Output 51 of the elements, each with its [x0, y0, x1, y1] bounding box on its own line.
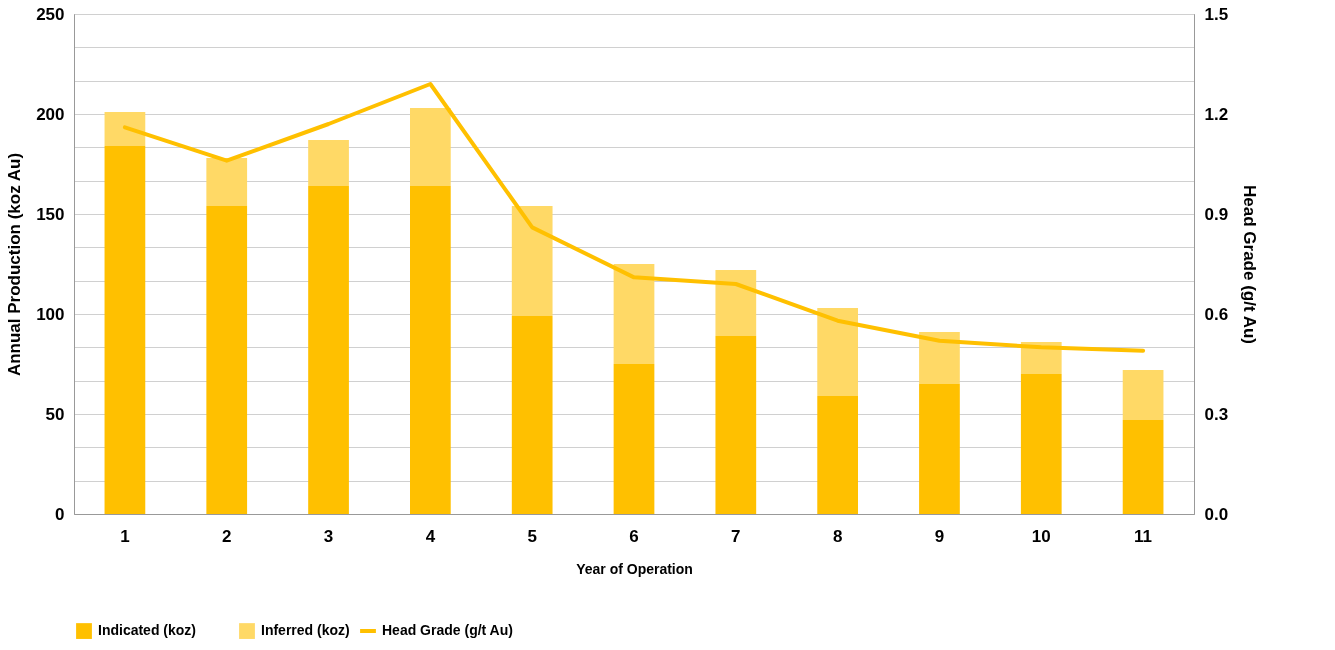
y2-tick-label: 0.0 — [1204, 504, 1229, 524]
y-tick-label: 100 — [36, 304, 65, 324]
legend-label: Head Grade (g/t Au) — [382, 622, 513, 638]
bar — [104, 112, 146, 146]
y2-axis-title: Head Grade (g/t Au) — [1240, 185, 1260, 344]
bar — [206, 158, 248, 206]
bar — [308, 140, 349, 186]
bar — [1122, 420, 1164, 514]
x-tick-label: 3 — [323, 526, 334, 546]
x-axis-title: Year of Operation — [576, 560, 693, 577]
bar — [613, 364, 655, 514]
x-tick-label: 11 — [1134, 526, 1153, 546]
line-series — [122, 82, 1146, 353]
bar — [613, 264, 655, 364]
legend-label: Inferred (koz) — [261, 622, 350, 639]
x-tick-label: 5 — [527, 526, 537, 546]
x-tick-label: 1 — [120, 526, 130, 546]
bar — [410, 108, 451, 186]
y-tick-label: 150 — [36, 204, 65, 224]
bar — [104, 146, 146, 514]
bar — [511, 316, 553, 514]
y2-tick-label: 1.2 — [1204, 104, 1229, 124]
bar — [715, 270, 757, 336]
bar — [1020, 374, 1062, 514]
x-tick-label: 8 — [832, 526, 843, 546]
y2-tick-label: 1.5 — [1204, 4, 1229, 24]
bar — [1122, 370, 1164, 420]
y2-tick-label: 0.9 — [1204, 204, 1229, 224]
y2-tick-label: 0.3 — [1204, 404, 1229, 424]
x-tick-label: 9 — [934, 526, 945, 546]
bar — [919, 332, 960, 384]
bar — [919, 384, 960, 514]
bar — [511, 206, 553, 316]
x-tick-label: 6 — [629, 526, 639, 546]
x-tick-label: 7 — [731, 526, 741, 546]
bar — [410, 186, 451, 514]
y-tick-label: 0 — [55, 504, 65, 524]
legend-label: Indicated (koz) — [98, 622, 197, 639]
bar — [206, 206, 248, 514]
x-tick-label: 2 — [221, 526, 232, 546]
bar — [817, 308, 858, 396]
y2-tick-label: 0.6 — [1204, 304, 1229, 324]
y-tick-label: 200 — [36, 104, 65, 124]
bar — [715, 336, 757, 514]
y-tick-label: 250 — [36, 4, 65, 24]
y-tick-label: 50 — [45, 404, 65, 424]
y-axis-title: Annual Production (koz Au) — [5, 152, 25, 377]
bar — [308, 186, 349, 514]
x-tick-label: 10 — [1031, 526, 1051, 546]
x-tick-label: 4 — [425, 526, 436, 546]
bar — [817, 396, 858, 514]
